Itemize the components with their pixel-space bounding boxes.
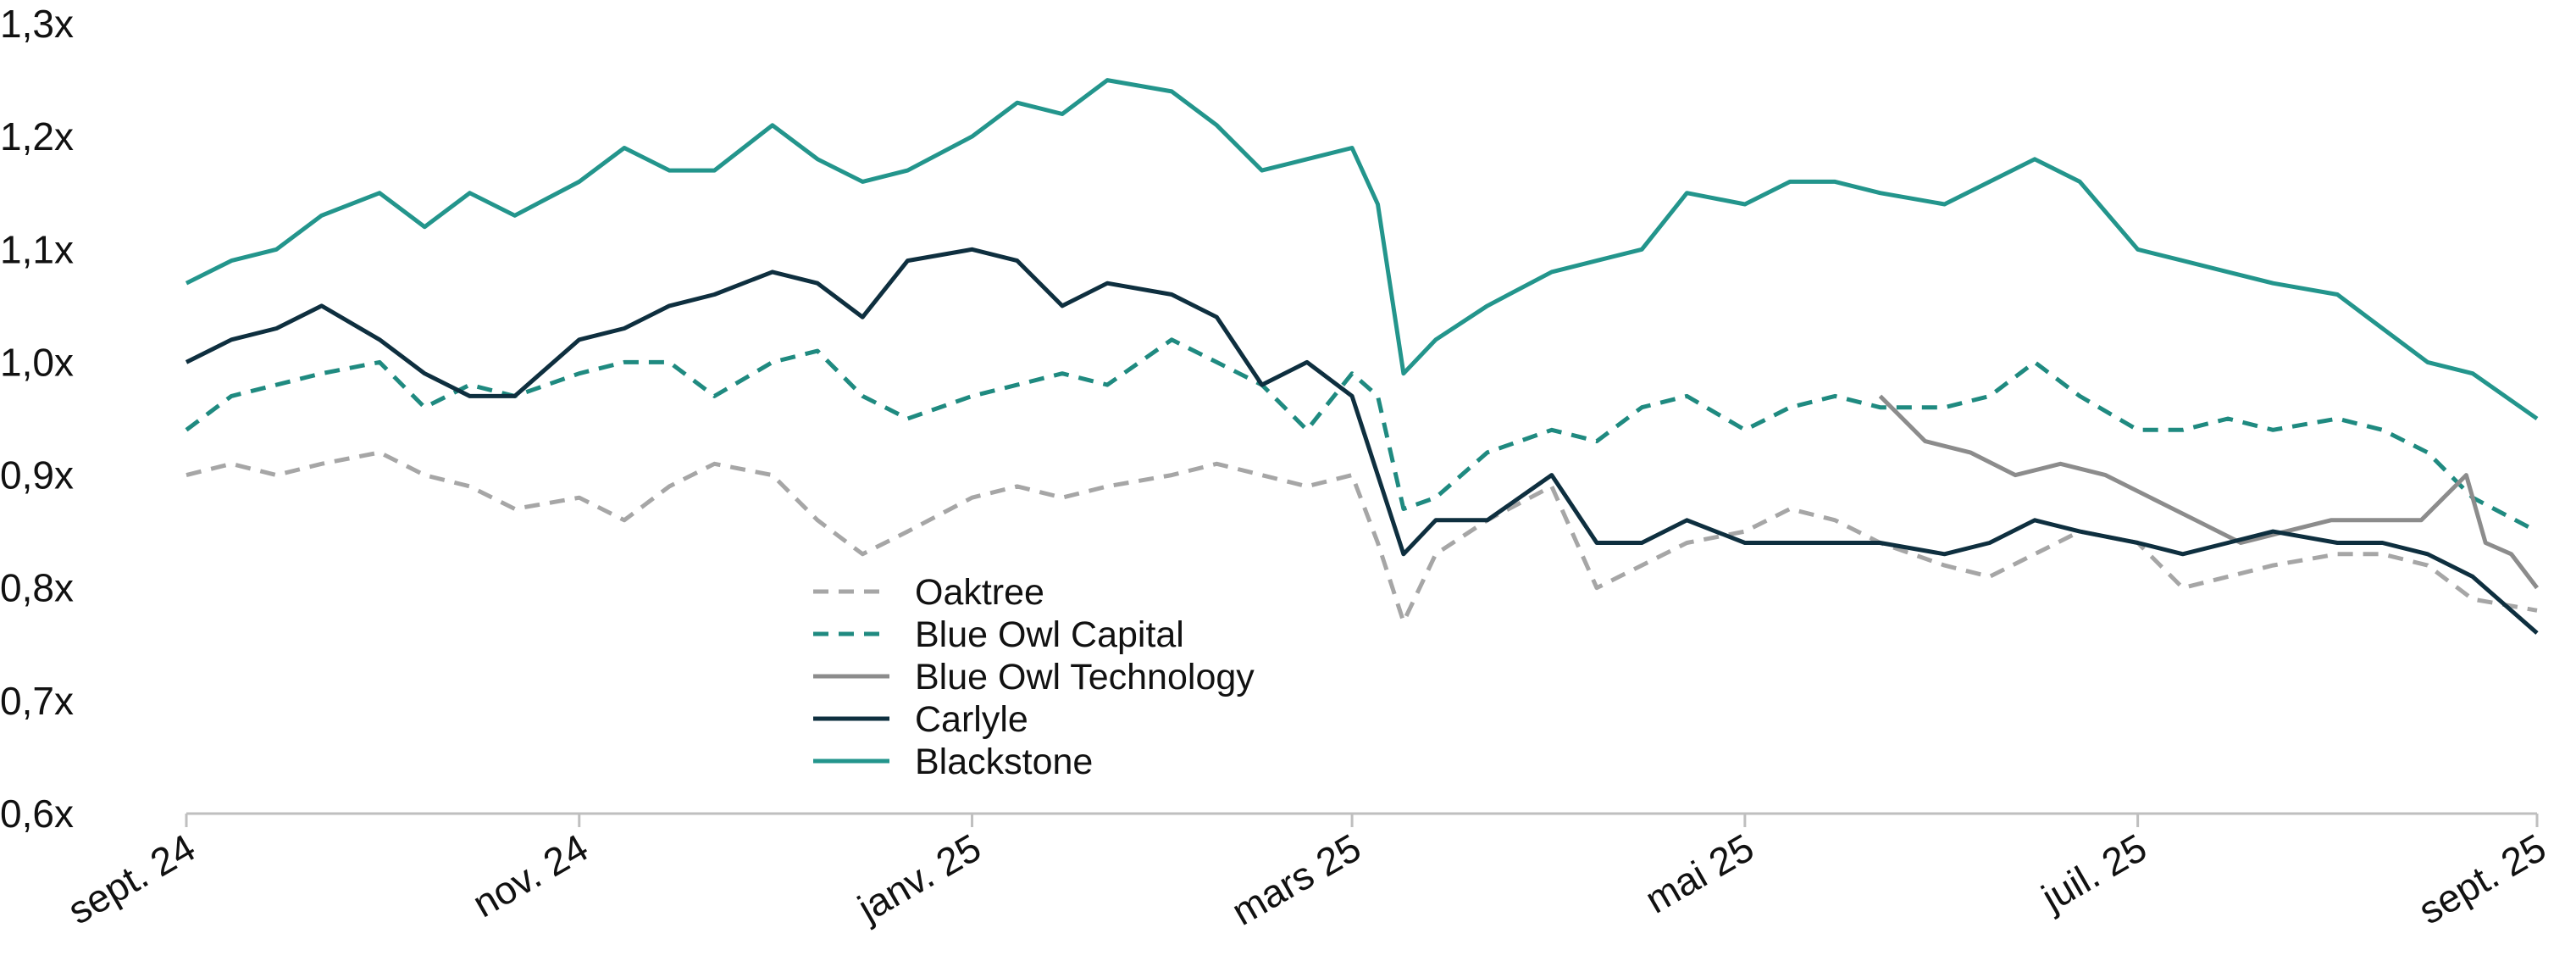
y-tick-label: 1,1x [0, 227, 74, 271]
y-tick-label: 1,3x [0, 2, 74, 46]
series-line-blue-owl-capital [185, 337, 2539, 534]
y-tick-label: 0,7x [0, 679, 74, 723]
series-line-carlyle [185, 247, 2539, 635]
x-axis-ticks: sept. 24 nov. 24 janv. 25 mars 25 mai 25 juil… [60, 814, 2553, 934]
legend-label-blue-owl-technology: Blue Owl Technology [915, 657, 1255, 697]
y-tick-label: 1,2x [0, 114, 74, 158]
legend-label-blackstone: Blackstone [915, 742, 1093, 782]
x-tick-label: mai 25 [1637, 825, 1761, 922]
series-line-blue-owl-technology [1878, 394, 2539, 590]
y-tick-label: 0,9x [0, 453, 74, 497]
series-lines [185, 78, 2539, 635]
x-tick-label: mars 25 [1224, 825, 1368, 934]
legend-label-carlyle: Carlyle [915, 699, 1028, 740]
y-tick-label: 0,6x [0, 792, 74, 836]
y-axis-ticks: 1,3x 1,2x 1,1x 1,0x 0,9x 0,8x 0,7x 0,6x [0, 2, 74, 836]
series-line-blackstone [185, 78, 2539, 421]
series-line-oaktree [186, 450, 2538, 625]
legend-label-oaktree: Oaktree [915, 572, 1044, 613]
x-tick-label: sept. 24 [60, 825, 202, 933]
legend-label-blue-owl-capital: Blue Owl Capital [915, 614, 1184, 655]
x-tick-label: janv. 25 [849, 825, 988, 931]
x-tick-label: juil. 25 [2033, 825, 2154, 921]
y-tick-label: 0,8x [0, 566, 74, 610]
y-tick-label: 1,0x [0, 340, 74, 384]
x-tick-label: sept. 25 [2411, 825, 2553, 933]
x-tick-label: nov. 24 [465, 825, 596, 926]
